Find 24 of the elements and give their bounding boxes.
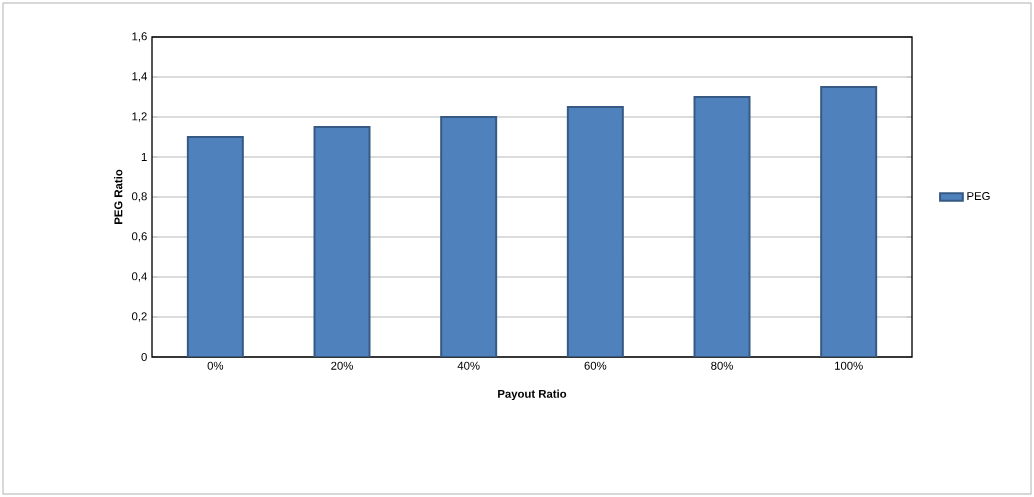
bar <box>186 136 244 357</box>
x-tick-label: 60% <box>584 361 607 370</box>
y-tick-label: 1 <box>141 153 147 161</box>
legend-label: PEG <box>967 192 990 201</box>
y-tick-label: 0,2 <box>131 312 147 322</box>
x-tick-label: 100% <box>835 361 863 370</box>
y-tick-label: 0,8 <box>131 192 147 202</box>
bar <box>820 86 878 357</box>
x-tick-label: 40% <box>457 361 480 370</box>
y-tick-label: 0,4 <box>131 272 147 282</box>
x-tick-label: 80% <box>711 361 733 370</box>
y-tick-label: 0 <box>141 353 147 362</box>
y-tick-label: 1,2 <box>132 112 147 122</box>
y-tick-label: 0,6 <box>131 232 147 242</box>
y-tick-label: 1,6 <box>132 32 147 42</box>
y-axis-title: PEG Ratio <box>114 169 123 224</box>
x-axis-title: Payout Ratio <box>498 389 567 401</box>
x-tick-label: 20% <box>331 361 353 370</box>
x-tick-label: 0% <box>207 361 224 370</box>
bar <box>440 116 498 357</box>
bar <box>313 126 371 357</box>
bar <box>566 106 624 357</box>
y-tick-label: 1,4 <box>132 72 147 82</box>
bar <box>693 96 751 357</box>
